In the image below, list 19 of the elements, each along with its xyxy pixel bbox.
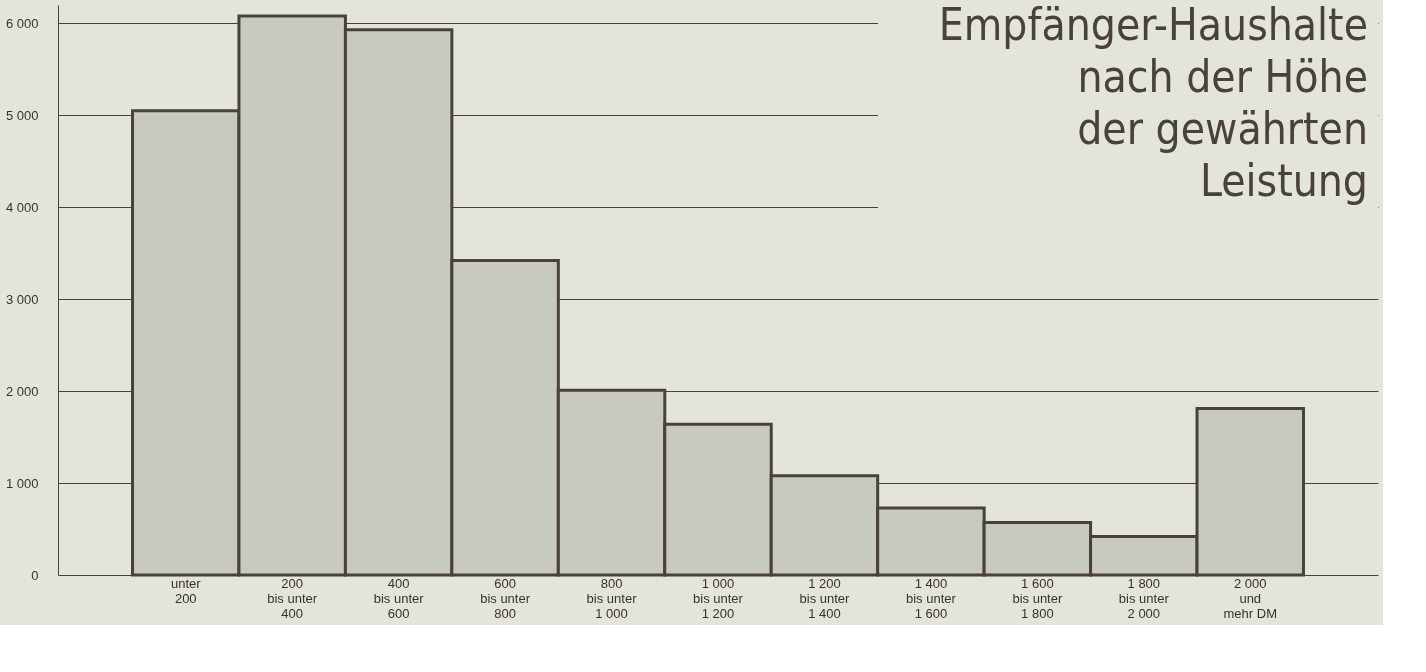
x-tick-label: 1 600 bis unter 1 800 (1012, 575, 1063, 621)
y-tick-label: 3 000 (5, 291, 39, 307)
y-tick-label: 2 000 (5, 383, 39, 399)
y-tick-label: 6 000 (5, 15, 39, 31)
x-tick-label: 1 200 bis unter 1 400 (799, 575, 851, 621)
x-tick-label: 2 000 und mehr DM (1223, 575, 1277, 621)
x-tick-label: unter 200 (170, 575, 202, 606)
text: Empfänger-Haushalte nach der Höhe der gewährten Leistung (938, 0, 1368, 206)
x-tick-label: 1 800 bis unter 2 000 (1118, 575, 1170, 621)
y-tick-label: 5 000 (5, 107, 39, 123)
y-tick-label: 0 (31, 567, 39, 583)
x-tick-label: 1 000 bis unter 1 200 (693, 575, 744, 621)
y-tick-label: 1 000 (5, 475, 39, 491)
x-tick-label: 600 bis unter 800 (480, 575, 531, 621)
y-tick-label: 4 000 (5, 199, 39, 215)
x-tick-label: 400 bis unter 600 (373, 575, 425, 621)
x-tick-label: 800 bis unter 1 000 (586, 575, 638, 621)
x-tick-label: 1 400 bis unter 1 600 (905, 575, 957, 621)
x-tick-label: 200 bis unter 400 (267, 575, 318, 621)
